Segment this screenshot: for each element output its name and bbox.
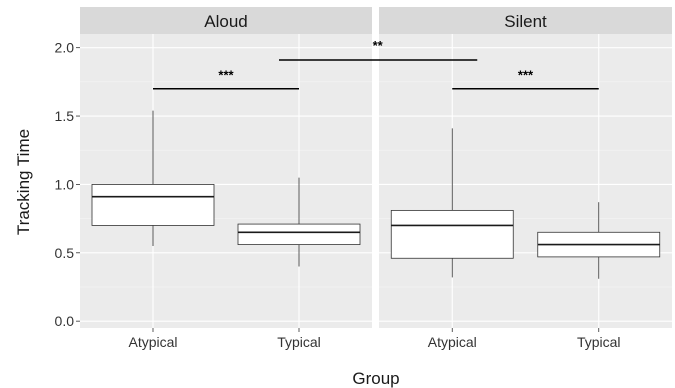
strip-label-aloud: Aloud	[204, 12, 247, 31]
box-aloud-typical	[237, 223, 361, 245]
significance-label-aloud: ***	[218, 68, 234, 83]
y-tick-label: 0.0	[55, 313, 75, 329]
strip-label-silent: Silent	[504, 12, 547, 31]
x-tick-label-typical: Typical	[277, 334, 321, 350]
y-tick-label: 0.5	[55, 245, 75, 261]
box-aloud-atypical	[91, 184, 215, 226]
x-tick-label-atypical: Atypical	[128, 334, 177, 350]
significance-label-silent: ***	[518, 68, 534, 83]
y-tick-label: 1.5	[55, 108, 75, 124]
x-axis-title: Group	[352, 369, 399, 388]
panel-background	[80, 34, 372, 328]
significance-layer: *** *****	[153, 38, 599, 90]
x-tick-label-atypical: Atypical	[428, 334, 477, 350]
significance-label-cross-panel: **	[373, 38, 384, 53]
y-axis: 0.0 0.5 1.0 1.5 2.0	[55, 40, 80, 329]
panel-background	[379, 34, 672, 328]
panels-layer: Aloud Atypical Typical Silent Atypical Typica…	[80, 7, 672, 350]
strip-background	[80, 7, 372, 34]
y-tick-label: 2.0	[55, 40, 75, 56]
box-silent-atypical	[390, 209, 514, 259]
strip-background	[379, 7, 672, 34]
y-axis-title: Tracking Time	[14, 129, 33, 235]
x-tick-label-typical: Typical	[577, 334, 621, 350]
y-tick-label: 1.0	[55, 176, 75, 192]
